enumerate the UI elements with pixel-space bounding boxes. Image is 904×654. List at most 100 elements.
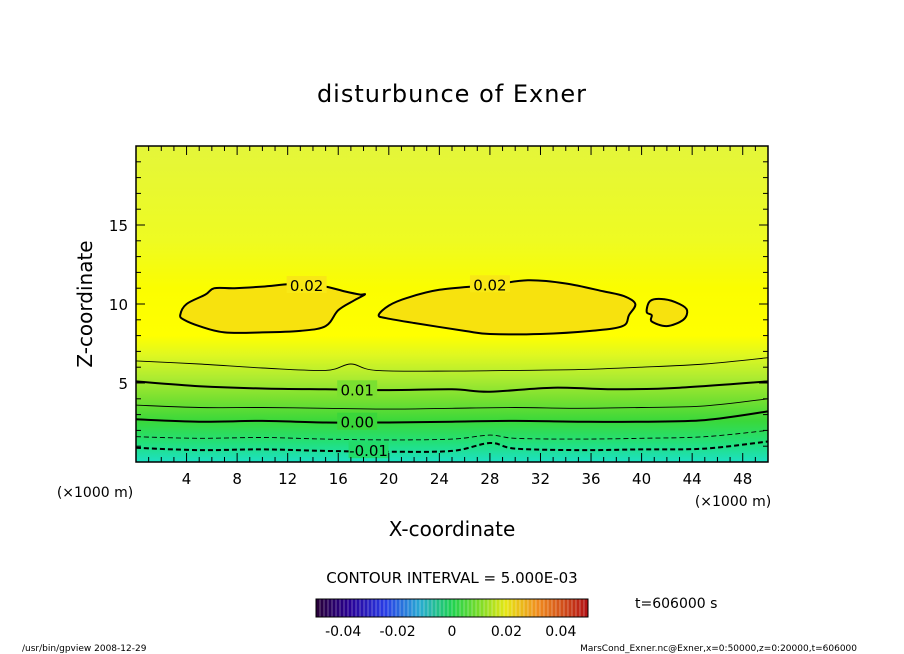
contour-fill-2 bbox=[646, 298, 688, 327]
contour-interval-label: CONTOUR INTERVAL = 5.000E-03 bbox=[326, 569, 577, 587]
x-tick-label: 32 bbox=[531, 470, 550, 488]
colorbar-stripe bbox=[468, 599, 473, 617]
contour-label-bg-1 bbox=[469, 275, 510, 293]
colorbar-stripe bbox=[536, 599, 541, 617]
x-tick-label: 20 bbox=[379, 470, 398, 488]
x-tick-label: 8 bbox=[232, 470, 242, 488]
contour-line-0 bbox=[136, 440, 768, 453]
colorbar-stripe bbox=[524, 599, 529, 617]
contour-line-5 bbox=[136, 357, 768, 372]
y-tick-label: 10 bbox=[109, 296, 128, 314]
colorbar: -0.04 -0.02 0 0.02 0.04 bbox=[315, 598, 589, 640]
colorbar-stripe bbox=[320, 599, 325, 617]
colorbar-stripe bbox=[332, 599, 337, 617]
x-tick-label: 40 bbox=[632, 470, 651, 488]
contour-label-bg-2 bbox=[337, 380, 378, 398]
contour-line-1 bbox=[136, 429, 768, 441]
contour-fill-0 bbox=[180, 283, 366, 333]
closed-contour-1 bbox=[377, 279, 637, 336]
colorbar-stripe bbox=[360, 599, 365, 617]
colorbar-stripe bbox=[544, 599, 549, 617]
colorbar-frame bbox=[315, 598, 589, 618]
colorbar-stripe bbox=[476, 599, 481, 617]
colorbar-stripe bbox=[504, 599, 509, 617]
colorbar-stripe bbox=[436, 599, 441, 617]
colorbar-stripe bbox=[560, 599, 565, 617]
colorbar-stripe bbox=[584, 599, 589, 617]
y-tick-label: 5 bbox=[118, 375, 128, 393]
z-axis-unit: (×1000 m) bbox=[57, 485, 133, 501]
y-tick-label: 15 bbox=[109, 217, 128, 235]
colorbar-stripe bbox=[344, 599, 349, 617]
footer-left: /usr/bin/gpview 2008-12-29 bbox=[22, 644, 147, 654]
colorbar-stripe bbox=[492, 599, 497, 617]
colorbar-stripe bbox=[428, 599, 433, 617]
colorbar-stripe bbox=[324, 599, 329, 617]
colorbar-stripe bbox=[340, 599, 345, 617]
colorbar-stripe bbox=[556, 599, 561, 617]
x-tick-label: 16 bbox=[329, 470, 348, 488]
contour-fill-1 bbox=[378, 280, 636, 335]
colorbar-stripe bbox=[440, 599, 445, 617]
colorbar-stripe bbox=[352, 599, 357, 617]
x-axis-unit: (×1000 m) bbox=[695, 494, 771, 510]
colorbar-stripe bbox=[580, 599, 585, 617]
contour-line-2 bbox=[136, 410, 768, 424]
chart-title: disturbunce of Exner bbox=[317, 80, 587, 108]
colorbar-stripe bbox=[532, 599, 537, 617]
colorbar-stripe bbox=[432, 599, 437, 617]
time-label: t=606000 s bbox=[635, 596, 717, 612]
colorbar-stripe bbox=[420, 599, 425, 617]
colorbar-stripe bbox=[496, 599, 501, 617]
colorbar-stripe bbox=[472, 599, 477, 617]
colorbar-stripe bbox=[508, 599, 513, 617]
colorbar-tick-label: 0.04 bbox=[545, 624, 576, 640]
closed-contour-0 bbox=[179, 282, 367, 334]
colorbar-stripe bbox=[364, 599, 369, 617]
x-tick-label: 36 bbox=[581, 470, 600, 488]
colorbar-stripe bbox=[372, 599, 377, 617]
colorbar-stripe bbox=[444, 599, 449, 617]
colorbar-stripe bbox=[572, 599, 577, 617]
colorbar-stripe bbox=[416, 599, 421, 617]
contour-line-4 bbox=[136, 380, 768, 393]
colorbar-stripe bbox=[552, 599, 557, 617]
contour-label-1: 0.02 bbox=[473, 276, 506, 294]
contour-label-bg-3 bbox=[337, 412, 378, 430]
x-tick-label: 12 bbox=[278, 470, 297, 488]
colorbar-tick-label: -0.02 bbox=[379, 624, 415, 640]
colorbar-stripe bbox=[488, 599, 493, 617]
colorbar-stripe bbox=[528, 599, 533, 617]
colorbar-stripe bbox=[460, 599, 465, 617]
x-tick-label: 48 bbox=[733, 470, 752, 488]
colorbar-tick-label: -0.04 bbox=[325, 624, 361, 640]
x-tick-label: 44 bbox=[683, 470, 702, 488]
x-tick-label: 28 bbox=[480, 470, 499, 488]
colorbar-stripe bbox=[368, 599, 373, 617]
colorbar-stripe bbox=[540, 599, 545, 617]
colorbar-stripe bbox=[520, 599, 525, 617]
colorbar-stripe bbox=[464, 599, 469, 617]
colorbar-stripe bbox=[480, 599, 485, 617]
x-tick-label: 4 bbox=[182, 470, 192, 488]
colorbar-stripe bbox=[548, 599, 553, 617]
contour-label-2: 0.01 bbox=[340, 381, 373, 399]
colorbar-stripe bbox=[396, 599, 401, 617]
colorbar-stripe bbox=[456, 599, 461, 617]
contour-label-3: 0.00 bbox=[340, 414, 373, 432]
colorbar-stripe bbox=[452, 599, 457, 617]
colorbar-stripe bbox=[500, 599, 505, 617]
colorbar-stripe bbox=[392, 599, 397, 617]
colorbar-stripe bbox=[516, 599, 521, 617]
plot-area: 0.02 0.020.010.00-0.01 4 8 12 16 20 24 28 32 36 40… bbox=[109, 145, 769, 488]
y-axis-title: Z-coordinate bbox=[73, 240, 97, 367]
closed-contour-2 bbox=[645, 297, 689, 328]
colorbar-stripe bbox=[356, 599, 361, 617]
footer-right: MarsCond_Exner.nc@Exner,x=0:50000,z=0:20… bbox=[580, 644, 857, 654]
contour-label-bg-0 bbox=[286, 276, 327, 294]
colorbar-stripe bbox=[448, 599, 453, 617]
colorbar-stripe bbox=[388, 599, 393, 617]
colorbar-stripe bbox=[512, 599, 517, 617]
contour-label-4: -0.01 bbox=[349, 442, 388, 460]
